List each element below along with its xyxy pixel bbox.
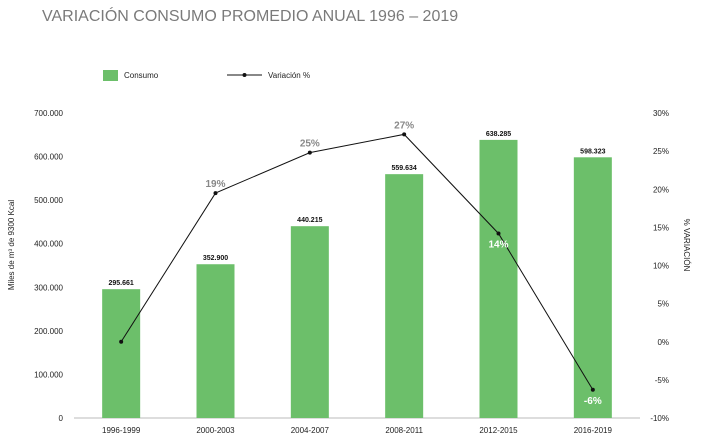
y-tick-label: 0 bbox=[59, 414, 64, 423]
y2-axis-label: % VARIACIÓN bbox=[682, 219, 691, 272]
x-tick-label: 2008-2011 bbox=[385, 426, 423, 435]
bar-value-label: 559.634 bbox=[392, 165, 417, 172]
y2-tick-label: 30% bbox=[653, 109, 669, 118]
variation-point bbox=[119, 339, 124, 344]
bar bbox=[573, 157, 612, 418]
y-tick-label: 300.000 bbox=[34, 283, 63, 292]
variation-point bbox=[590, 387, 595, 392]
bar bbox=[290, 226, 329, 418]
y-tick-label: 200.000 bbox=[34, 327, 63, 336]
x-tick-label: 2016-2019 bbox=[574, 426, 613, 435]
variation-value-label: 25% bbox=[300, 139, 320, 150]
y2-tick-label: 0% bbox=[657, 338, 669, 347]
variation-value-label: -6% bbox=[584, 396, 602, 407]
y-axis-label: Miles de m³ de 9300 Kcal bbox=[7, 200, 16, 290]
bar-value-label: 295.661 bbox=[109, 280, 134, 287]
variation-point bbox=[307, 150, 312, 155]
y2-tick-label: 10% bbox=[653, 262, 669, 271]
legend-variacion-marker bbox=[242, 73, 247, 77]
y-axis-ticks: 0 100.000 200.000 300.000 400.000 500.000 600.… bbox=[34, 109, 63, 423]
bar bbox=[479, 139, 518, 418]
y-tick-label: 100.000 bbox=[34, 370, 63, 379]
x-axis-ticks: 1996-1999 2000-2003 2004-2007 2008-2011 2012… bbox=[102, 426, 612, 435]
y2-tick-label: -5% bbox=[655, 376, 669, 385]
variation-value-label: 19% bbox=[205, 179, 225, 190]
variation-point bbox=[402, 132, 407, 137]
x-tick-label: 2012-2015 bbox=[479, 426, 518, 435]
y2-tick-label: -10% bbox=[650, 414, 669, 423]
bar bbox=[102, 289, 141, 418]
y-tick-label: 400.000 bbox=[34, 240, 63, 249]
variation-point bbox=[213, 191, 218, 196]
bar bbox=[196, 264, 235, 418]
legend: Consumo Variación % bbox=[103, 70, 310, 81]
variation-value-label: 27% bbox=[394, 120, 414, 131]
y-tick-label: 700.000 bbox=[34, 109, 63, 118]
y2-tick-label: 25% bbox=[653, 147, 669, 156]
variation-line-layer: 19% 25% 27% 14% -6% bbox=[119, 120, 602, 407]
y-tick-label: 500.000 bbox=[34, 196, 63, 205]
x-tick-label: 2004-2007 bbox=[291, 426, 330, 435]
variation-line bbox=[120, 133, 594, 391]
bar-value-label: 598.323 bbox=[580, 148, 605, 155]
bar-value-label: 440.215 bbox=[297, 217, 322, 224]
data-labels: 295.661 352.900 440.215 559.634 638.285 598.3… bbox=[109, 131, 606, 287]
y2-axis-ticks: -10% -5% 0% 5% 10% 15% 20% 25% 30% bbox=[650, 109, 669, 423]
y2-tick-label: 20% bbox=[653, 185, 669, 194]
variation-point bbox=[496, 231, 501, 236]
y2-tick-label: 15% bbox=[653, 223, 669, 232]
x-tick-label: 1996-1999 bbox=[102, 426, 141, 435]
bar-value-label: 352.900 bbox=[203, 255, 228, 262]
variation-value-label: 14% bbox=[488, 239, 508, 250]
legend-variacion-label: Variación % bbox=[268, 71, 310, 80]
bars bbox=[102, 139, 612, 418]
x-tick-label: 2000-2003 bbox=[196, 426, 235, 435]
chart-title: VARIACIÓN CONSUMO PROMEDIO ANUAL 1996 – … bbox=[42, 6, 458, 25]
legend-consumo-label: Consumo bbox=[124, 71, 159, 80]
legend-consumo-swatch bbox=[103, 70, 118, 81]
y2-tick-label: 5% bbox=[657, 300, 669, 309]
bar-value-label: 638.285 bbox=[486, 131, 511, 138]
y-tick-label: 600.000 bbox=[34, 153, 63, 162]
bar bbox=[385, 174, 424, 418]
